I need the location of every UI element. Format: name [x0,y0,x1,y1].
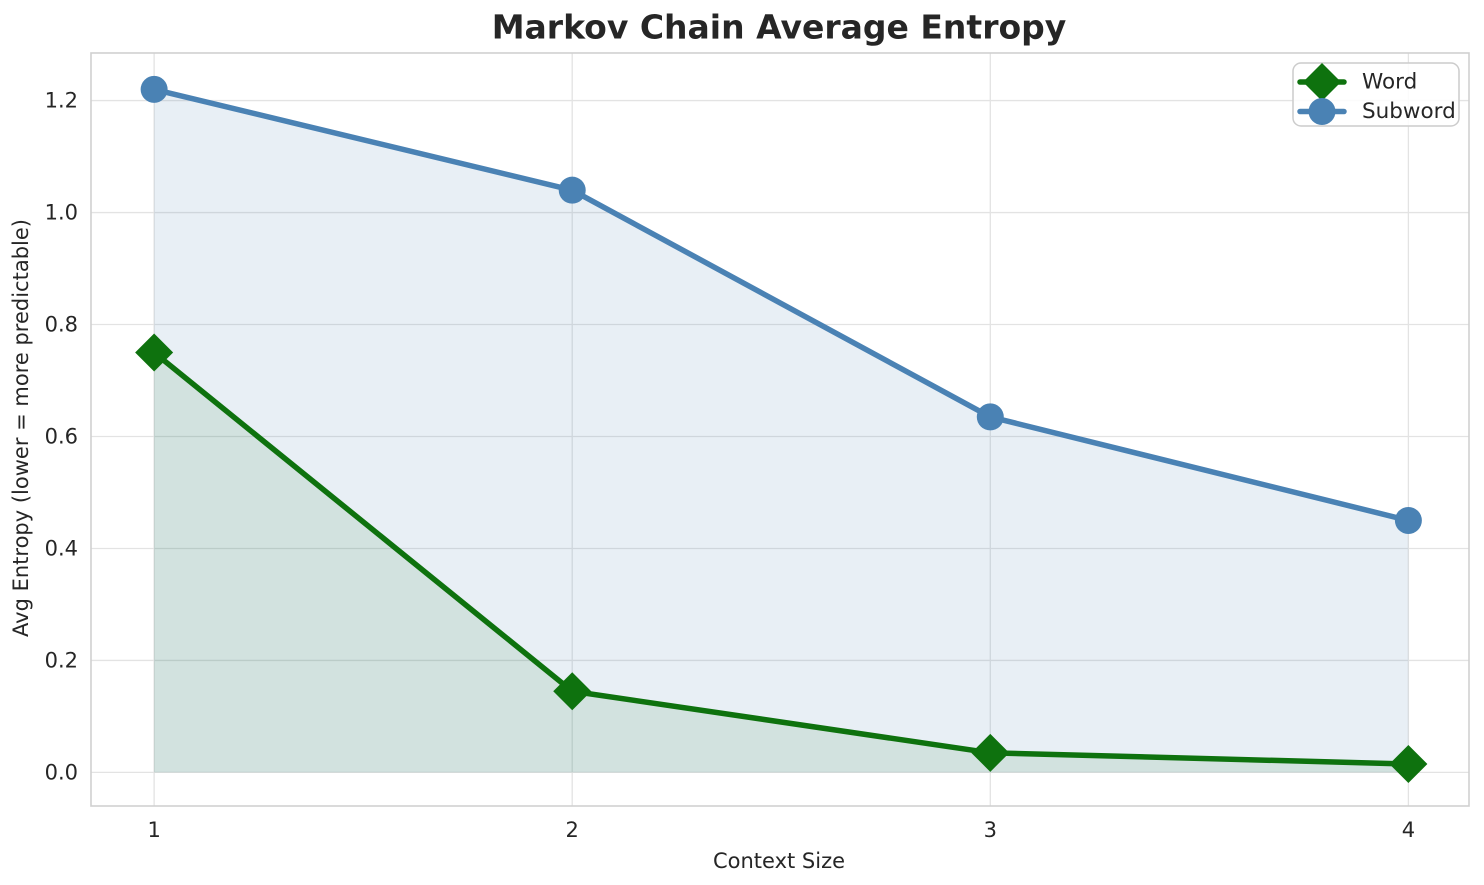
legend: Word Subword [1292,62,1460,127]
word-point-diamond [135,333,174,372]
y-tick-label: 0.2 [45,648,78,672]
y-tick-label: 0.4 [45,536,78,560]
x-tick-label: 2 [566,818,579,842]
x-tick-label: 4 [1402,818,1415,842]
series-markers [135,75,1428,784]
tick-labels: 0.0 0.2 0.4 0.6 0.8 1.0 1.2 1 2 3 4 [45,89,1415,842]
x-axis-label: Context Size [713,849,845,873]
legend-entry-label: Word [1362,70,1417,95]
plot-border [90,52,1470,807]
y-axis-label: Avg Entropy (lower = more predictable) [9,219,33,637]
legend-entry-label: Subword [1362,99,1456,124]
subword-area-fill [154,89,1409,773]
subword-point-circle [558,176,586,204]
y-tick-label: 0.8 [45,313,78,337]
subword-point-circle [1394,506,1422,534]
subword-point-circle [140,75,168,103]
y-tick-label: 0.6 [45,424,78,448]
word-area-fill [154,352,1409,773]
subword-point-circle [976,403,1004,431]
legend-diamond-icon [1303,63,1341,101]
gridlines [91,53,1469,806]
y-tick-label: 1.0 [45,201,78,225]
subword-line [151,86,1412,524]
y-tick-label: 0.0 [45,760,78,784]
x-tick-label: 3 [984,818,997,842]
legend-circle-icon [1308,98,1336,125]
x-tick-label: 1 [147,818,160,842]
chart-title: Markov Chain Average Entropy [492,8,1067,47]
plot-spines [90,52,1470,807]
word-point-diamond [1389,745,1428,784]
y-tick-label: 1.2 [45,89,78,113]
word-point-diamond [553,672,592,711]
series-lines [151,86,1412,767]
word-point-diamond [971,733,1010,772]
area-fills [154,89,1409,773]
word-line [151,349,1412,767]
